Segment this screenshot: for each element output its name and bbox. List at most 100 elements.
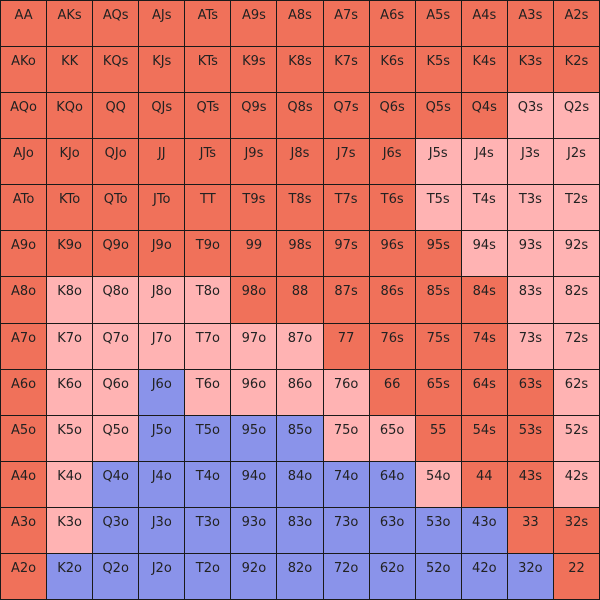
hand-cell[interactable]: 86o <box>277 369 324 416</box>
hand-cell[interactable]: K4s <box>461 47 508 94</box>
hand-cell[interactable]: 52o <box>415 553 462 600</box>
hand-cell[interactable]: QJo <box>93 139 140 186</box>
hand-cell[interactable]: 55 <box>415 415 462 462</box>
hand-cell[interactable]: AQs <box>93 1 140 48</box>
hand-cell[interactable]: K5s <box>415 47 462 94</box>
hand-cell[interactable]: Q3o <box>93 507 140 554</box>
hand-cell[interactable]: J4o <box>139 461 186 508</box>
hand-cell[interactable]: KTo <box>47 185 94 232</box>
hand-cell[interactable]: T7s <box>323 185 370 232</box>
hand-cell[interactable]: A4s <box>461 1 508 48</box>
hand-cell[interactable]: J9s <box>231 139 278 186</box>
hand-cell[interactable]: T6s <box>369 185 416 232</box>
hand-cell[interactable]: K2o <box>47 553 94 600</box>
hand-cell[interactable]: 93s <box>507 231 554 278</box>
hand-cell[interactable]: 32o <box>507 553 554 600</box>
hand-cell[interactable]: 42o <box>461 553 508 600</box>
hand-cell[interactable]: Q5s <box>415 93 462 140</box>
hand-cell[interactable]: 43o <box>461 507 508 554</box>
hand-cell[interactable]: T9o <box>185 231 232 278</box>
hand-cell[interactable]: Q2s <box>553 93 600 140</box>
hand-cell[interactable]: 73o <box>323 507 370 554</box>
hand-cell[interactable]: A3o <box>1 507 48 554</box>
hand-cell[interactable]: 97s <box>323 231 370 278</box>
hand-cell[interactable]: 93o <box>231 507 278 554</box>
hand-cell[interactable]: J3s <box>507 139 554 186</box>
hand-cell[interactable]: A6s <box>369 1 416 48</box>
hand-cell[interactable]: J4s <box>461 139 508 186</box>
hand-cell[interactable]: Q9o <box>93 231 140 278</box>
hand-cell[interactable]: AKs <box>47 1 94 48</box>
hand-cell[interactable]: 43s <box>507 461 554 508</box>
hand-cell[interactable]: A8s <box>277 1 324 48</box>
hand-cell[interactable]: QJs <box>139 93 186 140</box>
hand-cell[interactable]: 83o <box>277 507 324 554</box>
hand-cell[interactable]: 62s <box>553 369 600 416</box>
hand-cell[interactable]: 77 <box>323 323 370 370</box>
hand-cell[interactable]: 83s <box>507 277 554 324</box>
hand-cell[interactable]: T4o <box>185 461 232 508</box>
hand-cell[interactable]: K9s <box>231 47 278 94</box>
hand-cell[interactable]: 62o <box>369 553 416 600</box>
hand-cell[interactable]: 96s <box>369 231 416 278</box>
hand-cell[interactable]: 87s <box>323 277 370 324</box>
hand-cell[interactable]: 63o <box>369 507 416 554</box>
hand-cell[interactable]: K9o <box>47 231 94 278</box>
hand-cell[interactable]: T8s <box>277 185 324 232</box>
hand-cell[interactable]: A2o <box>1 553 48 600</box>
hand-cell[interactable]: Q5o <box>93 415 140 462</box>
hand-cell[interactable]: K8s <box>277 47 324 94</box>
hand-cell[interactable]: 99 <box>231 231 278 278</box>
hand-cell[interactable]: 66 <box>369 369 416 416</box>
hand-cell[interactable]: J2s <box>553 139 600 186</box>
hand-cell[interactable]: 96o <box>231 369 278 416</box>
hand-cell[interactable]: JTs <box>185 139 232 186</box>
hand-cell[interactable]: T4s <box>461 185 508 232</box>
hand-cell[interactable]: 98o <box>231 277 278 324</box>
hand-cell[interactable]: J8s <box>277 139 324 186</box>
hand-cell[interactable]: Q4s <box>461 93 508 140</box>
hand-cell[interactable]: KJo <box>47 139 94 186</box>
hand-cell[interactable]: ATo <box>1 185 48 232</box>
hand-cell[interactable]: 95s <box>415 231 462 278</box>
hand-cell[interactable]: Q7s <box>323 93 370 140</box>
hand-cell[interactable]: 75s <box>415 323 462 370</box>
hand-cell[interactable]: AJs <box>139 1 186 48</box>
hand-cell[interactable]: QQ <box>93 93 140 140</box>
hand-cell[interactable]: A5o <box>1 415 48 462</box>
hand-cell[interactable]: AQo <box>1 93 48 140</box>
hand-cell[interactable]: 54o <box>415 461 462 508</box>
hand-cell[interactable]: A6o <box>1 369 48 416</box>
hand-cell[interactable]: J7o <box>139 323 186 370</box>
hand-cell[interactable]: 88 <box>277 277 324 324</box>
hand-cell[interactable]: K5o <box>47 415 94 462</box>
hand-cell[interactable]: J6o <box>139 369 186 416</box>
hand-cell[interactable]: K3o <box>47 507 94 554</box>
hand-cell[interactable]: 44 <box>461 461 508 508</box>
hand-cell[interactable]: Q4o <box>93 461 140 508</box>
hand-cell[interactable]: T9s <box>231 185 278 232</box>
hand-cell[interactable]: 97o <box>231 323 278 370</box>
hand-cell[interactable]: T5o <box>185 415 232 462</box>
hand-cell[interactable]: 76o <box>323 369 370 416</box>
hand-cell[interactable]: Q9s <box>231 93 278 140</box>
hand-cell[interactable]: A7o <box>1 323 48 370</box>
hand-cell[interactable]: 64o <box>369 461 416 508</box>
hand-cell[interactable]: 85s <box>415 277 462 324</box>
hand-cell[interactable]: Q7o <box>93 323 140 370</box>
hand-cell[interactable]: T3o <box>185 507 232 554</box>
hand-cell[interactable]: TT <box>185 185 232 232</box>
hand-cell[interactable]: J8o <box>139 277 186 324</box>
hand-cell[interactable]: A5s <box>415 1 462 48</box>
hand-cell[interactable]: 84o <box>277 461 324 508</box>
hand-cell[interactable]: T5s <box>415 185 462 232</box>
hand-cell[interactable]: 32s <box>553 507 600 554</box>
hand-cell[interactable]: K3s <box>507 47 554 94</box>
hand-cell[interactable]: 74o <box>323 461 370 508</box>
hand-cell[interactable]: 92s <box>553 231 600 278</box>
hand-cell[interactable]: 86s <box>369 277 416 324</box>
hand-cell[interactable]: JJ <box>139 139 186 186</box>
hand-cell[interactable]: K2s <box>553 47 600 94</box>
hand-cell[interactable]: K7s <box>323 47 370 94</box>
hand-cell[interactable]: 84s <box>461 277 508 324</box>
